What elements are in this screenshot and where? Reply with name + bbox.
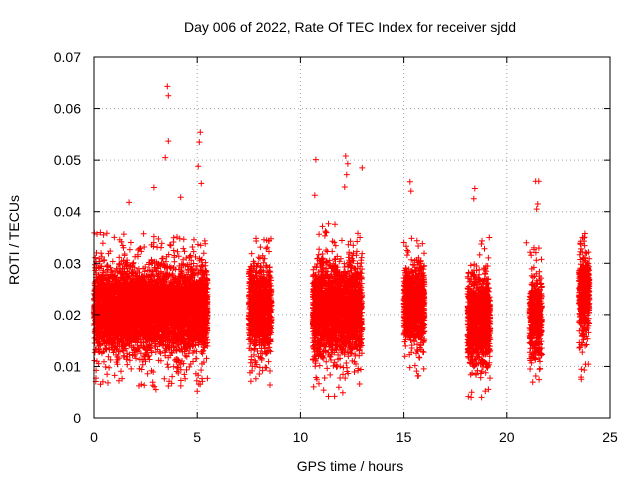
x-tick-label: 5 <box>193 429 201 445</box>
plot-frame <box>93 56 611 419</box>
y-tick-label: 0.04 <box>54 204 81 220</box>
y-tick-label: 0.01 <box>54 358 81 374</box>
x-tick-label: 15 <box>396 429 412 445</box>
x-tick-label: 25 <box>602 429 618 445</box>
x-tick-label: 0 <box>90 429 98 445</box>
data-points <box>91 83 593 401</box>
y-tick-label: 0.02 <box>54 307 81 323</box>
grid-lines <box>94 57 610 418</box>
roti-point-markers <box>91 83 593 401</box>
axis-ticks: 0 5 10 15 20 25 0 0.01 0.02 0.03 0.04 0.05 0.06 0.07 <box>54 49 618 445</box>
x-axis-label: GPS time / hours <box>297 458 404 474</box>
y-axis-label: ROTI / TECUs <box>6 195 22 285</box>
y-tick-label: 0.06 <box>54 101 81 117</box>
y-tick-label: 0.03 <box>54 255 81 271</box>
x-tick-label: 20 <box>499 429 515 445</box>
y-tick-label: 0.05 <box>54 152 81 168</box>
y-tick-label: 0 <box>73 410 81 426</box>
y-tick-label: 0.07 <box>54 49 81 65</box>
chart-title: Day 006 of 2022, Rate Of TEC Index for r… <box>184 19 516 35</box>
x-tick-label: 10 <box>293 429 309 445</box>
